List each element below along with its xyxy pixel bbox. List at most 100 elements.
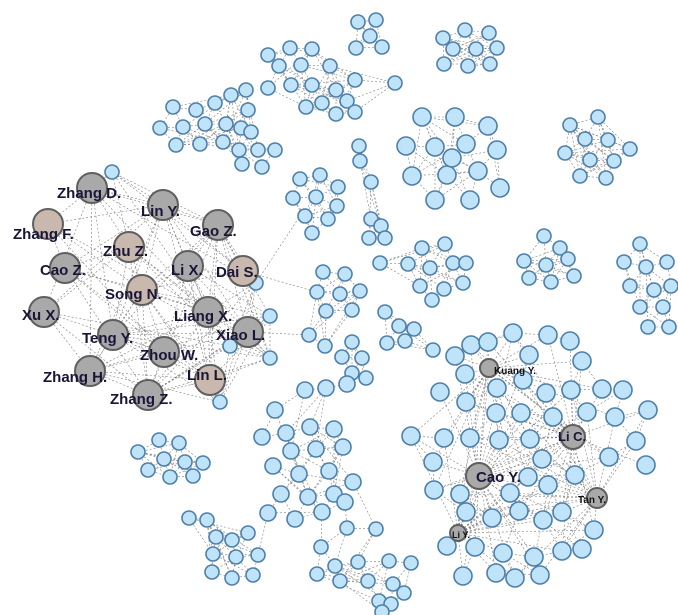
- author-node: [468, 41, 484, 57]
- coauthor-edge: [231, 532, 249, 541]
- author-node: [489, 430, 509, 450]
- author-node: [406, 321, 422, 337]
- author-node: [572, 351, 592, 371]
- author-node: [243, 124, 259, 140]
- author-node: [253, 428, 271, 446]
- author-node: [215, 134, 231, 150]
- author-node: [286, 510, 304, 528]
- author-node: [445, 107, 465, 127]
- author-node: [400, 256, 416, 272]
- coauthor-edge: [300, 64, 307, 108]
- author-node: [456, 392, 476, 412]
- coauthor-edge: [47, 204, 164, 225]
- author-node: [177, 454, 193, 470]
- coauthor-edge: [572, 409, 649, 438]
- coauthor-edge: [290, 450, 323, 513]
- author-node: [344, 473, 362, 491]
- coauthor-edge: [419, 262, 467, 287]
- author-node: [536, 383, 556, 403]
- coauthor-edge: [443, 437, 459, 534]
- coauthor-edge: [339, 580, 383, 613]
- coauthor-edge: [172, 94, 232, 108]
- coauthor-edge: [162, 204, 244, 272]
- author-node: [561, 380, 581, 400]
- coauthor-edge: [488, 334, 549, 369]
- author-node: [315, 264, 331, 280]
- coauthor-edge: [89, 370, 211, 381]
- author-node: [538, 325, 558, 345]
- coauthor-edge: [211, 553, 214, 573]
- coauthor-edge: [267, 87, 307, 108]
- author-node: [453, 566, 473, 586]
- coauthor-edge: [309, 387, 327, 428]
- coauthor-edge: [478, 392, 547, 477]
- author-node: [572, 168, 588, 184]
- author-node: [259, 504, 277, 522]
- hub-author-node: [126, 274, 158, 306]
- coauthor-edge: [162, 204, 209, 313]
- coauthor-edge: [175, 123, 227, 146]
- coauthor-edge: [308, 290, 361, 336]
- coauthor-edge: [478, 436, 574, 477]
- author-node: [519, 345, 539, 365]
- author-label-lin-l: Lin L.: [187, 367, 227, 384]
- coauthor-edge: [419, 285, 433, 301]
- author-node: [458, 255, 474, 271]
- coauthor-edge: [411, 116, 423, 177]
- author-node: [205, 546, 221, 562]
- author-node: [465, 537, 485, 557]
- hub-author-node: [202, 209, 234, 241]
- coauthor-edge: [112, 224, 219, 336]
- hub-author-node: [194, 364, 226, 396]
- author-node: [254, 159, 270, 175]
- author-node: [632, 299, 648, 315]
- coauthor-edge: [596, 409, 649, 499]
- author-node: [348, 40, 364, 56]
- author-label-cao-z: Cao Z.: [40, 262, 86, 279]
- author-node: [207, 95, 223, 111]
- author-node: [320, 211, 336, 227]
- coauthor-edge: [564, 148, 631, 154]
- author-node: [552, 541, 572, 561]
- coauthor-edge: [339, 560, 390, 582]
- author-node: [304, 77, 320, 93]
- coauthor-edge: [219, 345, 231, 403]
- author-node: [262, 308, 278, 324]
- author-node: [267, 142, 283, 158]
- coauthor-edge: [433, 436, 574, 491]
- coauthor-edge: [341, 356, 353, 374]
- coauthor-edge: [359, 160, 372, 220]
- author-node: [165, 99, 181, 115]
- coauthor-edge: [465, 367, 490, 403]
- coauthor-edge: [141, 289, 211, 381]
- coauthor-edge: [579, 159, 591, 177]
- coauthor-edge: [207, 311, 221, 403]
- coauthor-edge: [111, 171, 244, 272]
- coauthor-edge: [410, 367, 490, 437]
- coauthor-edge: [572, 436, 647, 466]
- coauthor-edge: [112, 204, 164, 336]
- coauthor-edge: [43, 311, 231, 347]
- author-node: [511, 403, 531, 423]
- author-node: [456, 134, 476, 154]
- author-node: [374, 39, 390, 55]
- hub-author-node: [147, 189, 179, 221]
- author-node: [360, 573, 376, 589]
- coauthor-edge: [163, 458, 171, 478]
- coauthor-edge: [162, 204, 189, 267]
- author-node: [638, 259, 654, 275]
- coauthor-edge: [478, 475, 535, 558]
- author-node: [309, 284, 325, 300]
- coauthor-edge: [206, 519, 213, 573]
- author-node: [414, 240, 430, 256]
- author-node: [304, 41, 320, 57]
- coauthor-edge: [187, 265, 211, 381]
- coauthor-edge: [245, 89, 259, 151]
- author-node: [622, 141, 638, 157]
- coauthor-edge: [199, 143, 259, 151]
- author-node: [104, 164, 120, 180]
- author-node: [543, 274, 559, 290]
- author-node: [240, 102, 256, 118]
- author-node: [437, 236, 453, 252]
- hub-author-node: [227, 255, 259, 287]
